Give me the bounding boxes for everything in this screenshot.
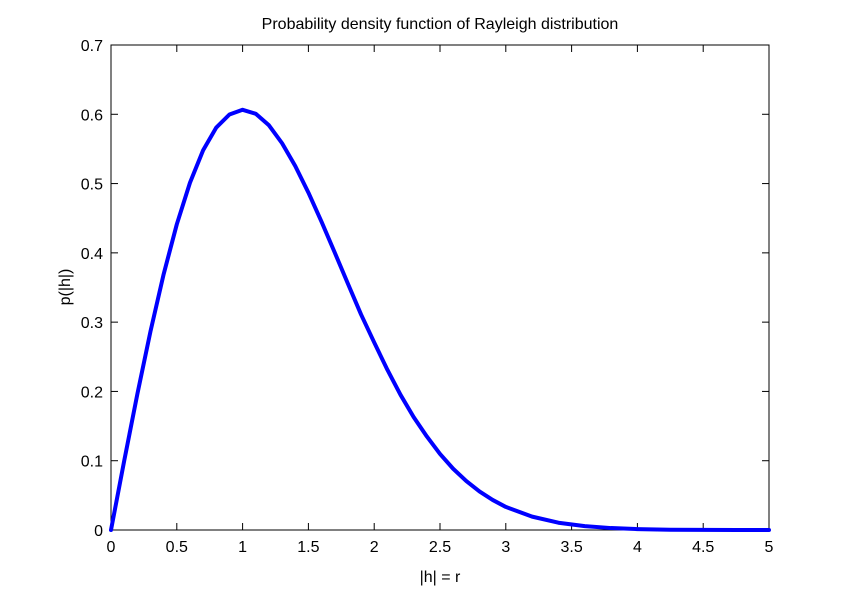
y-tick-label: 0.4	[81, 246, 103, 263]
y-tick-label: 0.6	[81, 107, 103, 124]
y-axis-label: p(|h|)	[57, 269, 74, 306]
x-tick-label: 0.5	[166, 539, 188, 556]
plot-area	[110, 44, 770, 531]
x-axis-label: |h| = r	[420, 569, 461, 586]
y-tick-label: 0.5	[81, 177, 103, 194]
x-axis-ticks: 0 0.5 1 1.5 2 2.5 3 3.5 4 4.5 5	[107, 45, 774, 556]
x-tick-label: 1.5	[297, 539, 319, 556]
x-tick-label: 5	[765, 539, 774, 556]
x-tick-label: 2	[370, 539, 379, 556]
y-tick-label: 0.2	[81, 384, 103, 401]
x-tick-label: 2.5	[429, 539, 451, 556]
y-tick-label: 0.3	[81, 315, 103, 332]
series-line	[109, 107, 771, 532]
x-tick-label: 3	[501, 539, 510, 556]
y-tick-label: 0	[94, 523, 103, 540]
series-layer	[109, 107, 771, 532]
x-tick-label: 4.5	[692, 539, 714, 556]
x-tick-label: 0	[107, 539, 116, 556]
y-tick-label: 0.7	[81, 38, 103, 55]
y-axis-ticks: 0 0.1 0.2 0.3 0.4 0.5 0.6 0.7	[81, 38, 769, 540]
y-tick-label: 0.1	[81, 454, 103, 471]
x-tick-label: 4	[633, 539, 642, 556]
x-tick-label: 3.5	[560, 539, 582, 556]
x-tick-label: 1	[238, 539, 247, 556]
chart-title: Probability density function of Rayleigh…	[262, 16, 619, 33]
